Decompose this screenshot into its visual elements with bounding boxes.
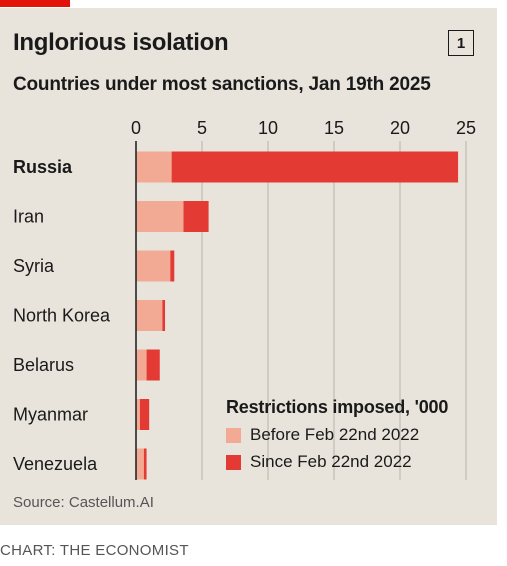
x-tick-label: 15 [324,118,344,138]
category-label: Syria [13,256,55,276]
chart-title: Inglorious isolation [13,29,229,56]
bar-russia-since [171,151,459,183]
legend-swatch-since [226,454,241,470]
legend-swatch-before [226,427,241,443]
category-label: Russia [13,157,73,177]
legend-item-since: Since Feb 22nd 2022 [226,452,448,472]
category-label: Iran [13,207,44,227]
legend: Restrictions imposed, '000 Before Feb 22… [226,397,448,472]
bar-russia-before [136,151,172,183]
legend-title: Restrictions imposed, '000 [226,397,449,417]
x-tick-label: 20 [390,118,410,138]
legend-item-before: Before Feb 22nd 2022 [226,425,448,445]
bar-belarus-before [136,349,147,381]
x-tick-label: 10 [258,118,278,138]
bar-venezuela-since [143,448,147,480]
chart-subtitle: Countries under most sanctions, Jan 19th… [13,74,431,95]
x-tick-label: 0 [131,118,141,138]
category-label: Venezuela [13,454,98,474]
bar-syria-since [170,250,175,282]
bar-belarus-since [146,349,160,381]
bar-myanmar-since [139,399,150,430]
bar-venezuela-before [136,448,144,480]
bar-myanmar-before [136,399,140,430]
x-tick-label: 25 [456,118,476,138]
x-tick-label: 5 [197,118,207,138]
category-label: North Korea [13,306,111,326]
category-label: Belarus [13,355,74,375]
bar-iran-since [183,201,209,232]
source-note: Source: Castellum.AI [13,494,154,511]
economist-red-tab [0,0,70,7]
bar-north-korea-since [162,300,166,331]
legend-label-before: Before Feb 22nd 2022 [250,425,420,444]
bar-north-korea-before [136,300,163,331]
chart-number-badge: 1 [448,30,474,56]
category-label: Myanmar [13,405,88,425]
footer-credit: CHART: THE ECONOMIST [0,542,189,559]
chart-panel [0,8,497,525]
bar-syria-before [136,250,171,282]
legend-label-since: Since Feb 22nd 2022 [250,452,412,471]
bar-iran-before [136,201,184,232]
